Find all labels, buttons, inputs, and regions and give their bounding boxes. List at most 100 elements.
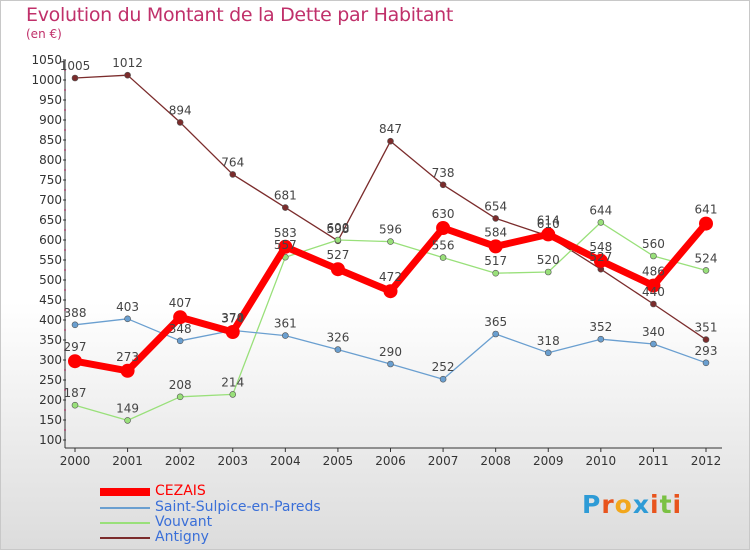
data-point	[124, 417, 131, 424]
data-label: 348	[169, 322, 192, 336]
x-tick-label: 2012	[691, 454, 722, 468]
data-point	[702, 336, 710, 343]
data-label: 388	[64, 306, 87, 320]
data-label: 403	[116, 300, 139, 314]
data-label: 614	[537, 213, 560, 227]
data-point	[436, 221, 451, 235]
y-tick-label: 300	[39, 353, 62, 367]
data-label: 440	[642, 285, 665, 299]
data-point	[278, 239, 293, 254]
y-tick-label: 500	[39, 273, 62, 287]
data-point	[488, 239, 503, 254]
legend-item-cezais[interactable]: CEZAIS	[100, 483, 400, 500]
data-label: 584	[484, 225, 507, 239]
data-label: 1005	[60, 59, 91, 73]
data-point	[124, 71, 131, 79]
data-point	[173, 310, 188, 325]
y-tick-label: 150	[39, 413, 62, 427]
data-label: 340	[642, 325, 665, 339]
y-tick-label: 1000	[31, 73, 62, 87]
data-point	[650, 340, 657, 348]
x-tick-label: 2011	[638, 454, 669, 468]
y-tick-label: 250	[39, 373, 62, 387]
data-label: 556	[432, 239, 455, 253]
data-point	[702, 267, 710, 274]
data-point	[176, 393, 184, 401]
y-tick-label: 450	[39, 293, 62, 307]
data-label: 351	[695, 321, 718, 335]
logo-letter: t	[659, 490, 673, 519]
data-label: 486	[642, 265, 665, 279]
x-tick-label: 2005	[323, 454, 354, 468]
data-point	[439, 254, 447, 261]
data-label: 352	[589, 320, 612, 334]
data-point	[124, 315, 131, 323]
data-point	[650, 300, 657, 308]
data-label: 644	[589, 203, 612, 217]
data-label: 598	[326, 222, 349, 236]
data-label: 654	[484, 199, 507, 213]
data-point	[650, 252, 657, 260]
data-point	[120, 363, 135, 378]
x-tick-label: 2010	[586, 454, 617, 468]
logo-letter: x	[632, 490, 650, 519]
logo-letter: r	[601, 490, 615, 519]
data-point	[439, 181, 447, 189]
data-label: 273	[116, 350, 139, 364]
data-point	[229, 171, 237, 178]
data-label: 548	[589, 240, 612, 254]
data-label: 370	[221, 311, 244, 325]
x-tick-label: 2004	[270, 454, 301, 468]
data-label: 374	[221, 311, 244, 325]
y-tick-label: 550	[39, 253, 62, 267]
data-point	[544, 349, 552, 357]
data-point	[492, 269, 499, 277]
data-label: 293	[695, 344, 718, 358]
data-point	[383, 284, 398, 299]
data-point	[68, 354, 82, 369]
data-label: 583	[274, 226, 297, 240]
y-tick-label: 750	[39, 173, 62, 187]
data-label: 847	[379, 122, 402, 136]
legend-item-vouvant[interactable]: Vouvant	[100, 514, 400, 531]
y-tick-label: 200	[39, 393, 62, 407]
data-point	[646, 278, 661, 293]
x-tick-label: 2007	[428, 454, 459, 468]
y-tick-label: 800	[39, 153, 62, 167]
data-point	[225, 325, 240, 339]
data-label: 600	[326, 221, 349, 235]
legend-swatch	[100, 488, 150, 496]
data-label: 681	[274, 189, 297, 203]
data-point	[334, 346, 342, 353]
x-tick-label: 2009	[533, 454, 564, 468]
data-label: 610	[537, 217, 560, 231]
logo-letter: o	[614, 490, 633, 519]
data-point	[71, 321, 79, 329]
y-tick-label: 700	[39, 193, 62, 207]
x-tick-label: 2001	[112, 454, 143, 468]
y-tick-label: 400	[39, 313, 62, 327]
data-label: 290	[379, 345, 402, 359]
data-point	[176, 337, 184, 345]
data-label: 560	[642, 237, 665, 251]
data-label: 208	[169, 378, 192, 392]
data-label: 297	[64, 340, 87, 354]
y-tick-label: 1050	[31, 53, 62, 67]
data-point	[492, 215, 499, 222]
legend-item-antigny[interactable]: Antigny	[100, 529, 400, 546]
legend-item-saint-sulpice[interactable]: Saint-Sulpice-en-Pareds	[100, 499, 400, 516]
data-label: 520	[537, 253, 560, 267]
data-point	[176, 119, 184, 126]
data-label: 524	[695, 251, 718, 265]
logo-letter: i	[672, 490, 683, 519]
data-label: 596	[379, 223, 402, 237]
data-label: 527	[326, 248, 349, 262]
data-point	[71, 401, 79, 409]
data-label: 557	[274, 238, 297, 252]
legend-label: Antigny	[155, 529, 209, 545]
y-tick-label: 100	[39, 433, 62, 447]
data-point	[330, 262, 345, 277]
y-tick-label: 900	[39, 113, 62, 127]
x-tick-label: 2000	[60, 454, 91, 468]
data-point	[387, 238, 394, 245]
